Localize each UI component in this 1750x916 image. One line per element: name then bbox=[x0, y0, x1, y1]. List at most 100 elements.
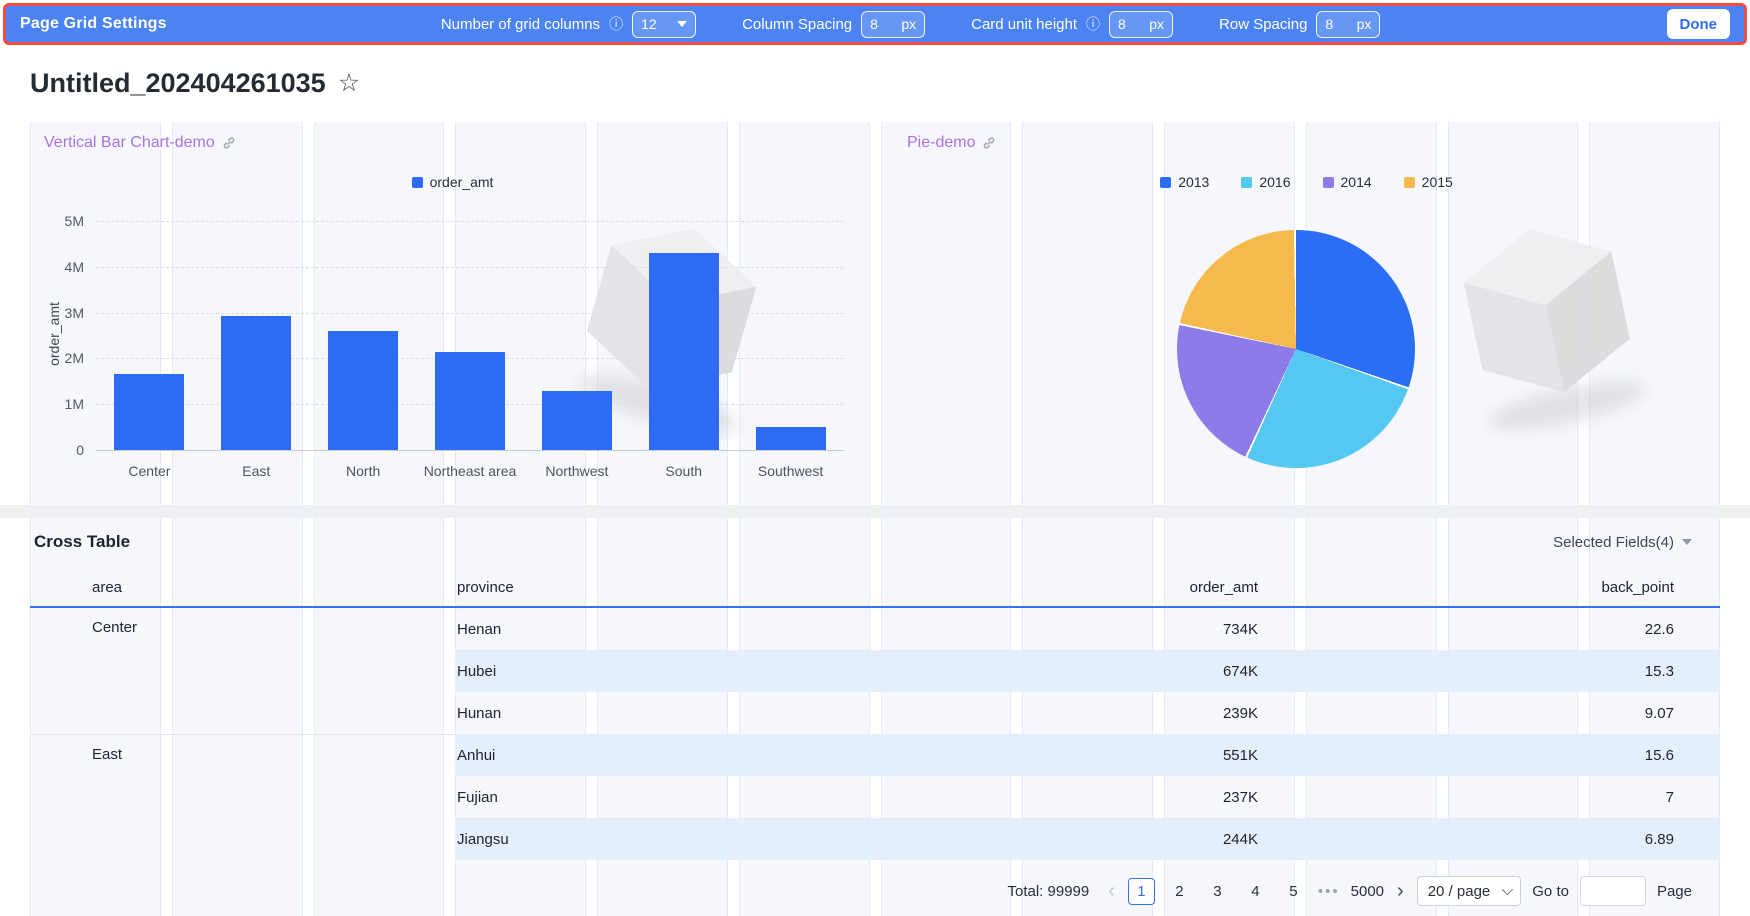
bar-Southwest[interactable] bbox=[755, 427, 826, 450]
legend-item-2016[interactable]: 2016 bbox=[1241, 174, 1291, 190]
cell-province: Anhui bbox=[455, 734, 1000, 776]
chevron-down-icon bbox=[677, 21, 688, 27]
card-unit-height-label: Card unit height bbox=[971, 15, 1078, 33]
grid-columns-label: Number of grid columns bbox=[440, 15, 601, 33]
bar-chart-card: Vertical Bar Chart-demo order_amt bbox=[30, 122, 875, 506]
y-tick-label: 0 bbox=[76, 442, 84, 458]
legend-swatch bbox=[1241, 176, 1253, 188]
gridline bbox=[96, 266, 844, 268]
column-spacing-group: Column Spacing 8 px bbox=[742, 10, 926, 38]
cell-back-point: 9.07 bbox=[1644, 704, 1674, 722]
x-label-Northwest: Northwest bbox=[545, 463, 609, 479]
grid-columns-select[interactable]: 12 bbox=[632, 10, 697, 38]
page-word-label: Page bbox=[1656, 882, 1692, 900]
cell-back-point: 15.3 bbox=[1270, 650, 1720, 692]
gridline bbox=[96, 450, 844, 451]
grid-column-7 bbox=[880, 122, 1012, 916]
legend-label: 2014 bbox=[1340, 174, 1372, 190]
chevron-down-icon bbox=[1502, 883, 1514, 896]
pagination-page-3[interactable]: 3 bbox=[1213, 882, 1222, 900]
column-header-back_point: back_point bbox=[1270, 568, 1720, 608]
link-icon[interactable] bbox=[982, 136, 996, 150]
bar-chart-title-row: Vertical Bar Chart-demo bbox=[44, 134, 236, 152]
column-spacing-label: Column Spacing bbox=[742, 15, 853, 33]
pagination-page-4[interactable]: 4 bbox=[1251, 882, 1260, 900]
bar-Northwest[interactable] bbox=[541, 390, 612, 450]
page-size-select[interactable]: 20 / page bbox=[1416, 876, 1522, 906]
grid-column-1 bbox=[30, 122, 161, 916]
bar-Northeast area[interactable] bbox=[435, 352, 505, 450]
grid-columns-value: 12 bbox=[641, 16, 657, 32]
legend-item-order-amt[interactable]: order_amt bbox=[411, 174, 494, 190]
pagination-bar: Total: 99999 ‹ 1 2 3 4 5 ••• 5000 › 20 / page Go to… bbox=[1007, 876, 1692, 906]
bar-North[interactable] bbox=[328, 330, 399, 450]
column-spacing-input[interactable]: 8 px bbox=[861, 10, 926, 38]
page-grid-settings-bar: Page Grid Settings Number of grid column… bbox=[3, 3, 1747, 45]
legend-label: order_amt bbox=[429, 174, 494, 190]
legend-item-2015[interactable]: 2015 bbox=[1403, 174, 1453, 190]
legend-swatch bbox=[1160, 176, 1172, 188]
pagination-page-2[interactable]: 2 bbox=[1175, 882, 1184, 900]
bar-slot-North: North bbox=[310, 221, 417, 479]
cell-province: Hubei bbox=[455, 650, 1000, 692]
cell-order-amt: 734K bbox=[1222, 620, 1258, 638]
card-unit-height-group: Card unit height ⓘ 8 px bbox=[971, 10, 1174, 38]
page-title: Untitled_202404261035 bbox=[30, 68, 326, 98]
card-unit-height-value: 8 bbox=[1118, 16, 1126, 32]
pagination-page-5000[interactable]: 5000 bbox=[1350, 882, 1385, 900]
pagination-page-5[interactable]: 5 bbox=[1289, 882, 1298, 900]
pagination-page-1[interactable]: 1 bbox=[1127, 877, 1155, 905]
bar-slot-Southwest: Southwest bbox=[737, 221, 844, 479]
pie-chart[interactable] bbox=[1177, 230, 1415, 468]
cell-province: Henan bbox=[457, 620, 502, 638]
x-label-Southwest: Southwest bbox=[757, 463, 824, 479]
cell-order-amt: 244K bbox=[1000, 818, 1270, 860]
link-icon[interactable] bbox=[222, 136, 236, 150]
cross-table-card: Cross Table Selected Fields(4) area provi… bbox=[30, 518, 1720, 916]
cell-back-point: 22.6 bbox=[1644, 620, 1674, 638]
y-tick-label: 3M bbox=[64, 304, 84, 321]
bar-East[interactable] bbox=[221, 315, 292, 450]
bar-South[interactable] bbox=[648, 253, 719, 450]
pagination-prev-icon[interactable]: ‹ bbox=[1108, 880, 1115, 902]
legend-swatch bbox=[411, 176, 423, 188]
x-label-Northeast area: Northeast area bbox=[423, 463, 517, 479]
bar-Center[interactable] bbox=[114, 373, 185, 450]
bar-chart-title: Vertical Bar Chart-demo bbox=[44, 134, 215, 151]
legend-label: 2015 bbox=[1421, 174, 1453, 190]
row-spacing-input[interactable]: 8 px bbox=[1316, 10, 1381, 38]
cell-province: Hunan bbox=[457, 704, 502, 722]
legend-item-2014[interactable]: 2014 bbox=[1322, 174, 1372, 190]
cell-back-point: 6.89 bbox=[1270, 818, 1720, 860]
grid-column-4 bbox=[455, 122, 586, 916]
bar-slot-Northwest: Northwest bbox=[523, 221, 630, 479]
legend-item-2013[interactable]: 2013 bbox=[1160, 174, 1209, 190]
settings-bar-title: Page Grid Settings bbox=[20, 15, 167, 32]
bars-container: Center East North Northeast area Northwest So… bbox=[96, 221, 844, 479]
grid-columns-info-icon[interactable]: ⓘ bbox=[609, 16, 624, 32]
legend-label: 2013 bbox=[1178, 174, 1210, 190]
cross-table: area province order_amt back_point Center Hen… bbox=[30, 568, 1720, 860]
selected-fields-label: Selected Fields(4) bbox=[1553, 533, 1674, 551]
pagination-ellipsis[interactable]: ••• bbox=[1317, 882, 1340, 900]
cross-table-title: Cross Table bbox=[34, 532, 131, 551]
card-unit-height-unit: px bbox=[1149, 16, 1165, 32]
pie-chart-title-row: Pie-demo bbox=[907, 134, 996, 152]
cell-order-amt: 237K bbox=[1222, 788, 1258, 806]
grid-row-gap bbox=[0, 505, 1750, 518]
card-unit-height-info-icon[interactable]: ⓘ bbox=[1086, 16, 1101, 32]
row-spacing-label: Row Spacing bbox=[1219, 15, 1308, 33]
cell-back-point: 15.6 bbox=[1270, 734, 1720, 776]
done-button[interactable]: Done bbox=[1666, 9, 1730, 39]
y-axis-title: order_amt bbox=[46, 302, 62, 366]
selected-fields-dropdown[interactable]: Selected Fields(4) bbox=[1553, 534, 1692, 551]
legend-swatch bbox=[1403, 176, 1415, 188]
column-spacing-unit: px bbox=[901, 16, 917, 32]
grid-column-3 bbox=[313, 122, 445, 916]
area-cell-Center: Center bbox=[92, 619, 138, 636]
cross-table-header: Cross Table Selected Fields(4) bbox=[34, 532, 1692, 552]
favorite-star-icon[interactable]: ☆ bbox=[337, 69, 361, 97]
card-unit-height-input[interactable]: 8 px bbox=[1109, 10, 1174, 38]
goto-page-input[interactable] bbox=[1579, 876, 1646, 906]
pagination-next-icon[interactable]: › bbox=[1397, 880, 1404, 902]
